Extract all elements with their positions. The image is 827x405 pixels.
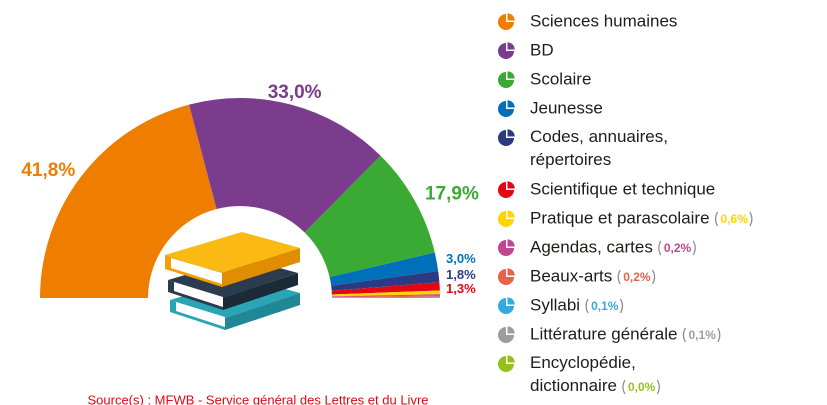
legend-icon — [507, 210, 515, 218]
legend-label: BD — [530, 40, 554, 59]
value-label: 3,0% — [446, 251, 476, 266]
paren — [656, 379, 660, 395]
legend-label: Pratique et parascolaire — [530, 208, 710, 227]
legend-icon — [498, 211, 514, 227]
legend-icon — [507, 13, 515, 21]
value-labels: 41,8% 33,0% 17,9% 3,0%1,8%1,3% — [21, 82, 479, 296]
value-label: 17,9% — [425, 183, 479, 204]
legend-icon — [507, 268, 515, 276]
legend-label: Scolaire — [530, 69, 591, 88]
legend-label: Sciences humaines — [530, 11, 677, 30]
value-label: 41,8% — [21, 160, 75, 181]
paren — [682, 327, 686, 343]
legend-label: Scientifique et technique — [530, 179, 715, 198]
legend-label: Jeunesse — [530, 98, 603, 117]
legend-icon — [507, 297, 515, 305]
legend-value-label: 0,2% — [664, 241, 692, 255]
legend-icon — [498, 240, 514, 256]
slice — [40, 104, 217, 298]
value-label: 33,0% — [268, 82, 322, 103]
value-label: 1,8% — [446, 267, 476, 282]
legend-icon — [507, 100, 515, 108]
value-label: 1,3% — [446, 281, 476, 296]
slice — [331, 290, 440, 297]
paren — [692, 240, 696, 256]
legend-icon — [507, 42, 515, 50]
legend-icon — [498, 14, 514, 30]
slice — [331, 295, 440, 298]
paren — [717, 327, 721, 343]
paren — [585, 298, 589, 314]
legend-icon — [498, 72, 514, 88]
legend-icon — [507, 181, 515, 189]
paren — [652, 269, 656, 285]
paren — [658, 240, 662, 256]
legend-icon — [498, 356, 514, 372]
legend-value-label: 0,2% — [623, 270, 651, 284]
legend-value-label: 0,0% — [628, 380, 656, 394]
legend-icon — [498, 298, 514, 314]
legend-label: Agendas, cartes — [530, 237, 653, 256]
paren — [619, 298, 624, 314]
slice — [329, 252, 439, 286]
legend-icon — [507, 239, 515, 247]
paren — [622, 379, 626, 395]
legend-icon — [498, 327, 514, 343]
legend-value-label: 0,1% — [688, 328, 716, 342]
legend-icon — [507, 326, 515, 334]
legend-label: Littérature générale — [530, 324, 677, 343]
legend-value-label: 0,1% — [591, 299, 619, 313]
slice — [331, 282, 440, 295]
slice — [331, 294, 440, 297]
paren — [714, 211, 719, 227]
slice — [189, 98, 381, 233]
legend-value-label: 0,6% — [721, 212, 749, 226]
legend-icon — [498, 101, 514, 117]
slice — [304, 155, 435, 278]
legend-icon — [498, 43, 514, 59]
legend-icon — [498, 269, 514, 285]
legend-label: Syllabi — [530, 295, 580, 314]
books-icon — [165, 232, 300, 330]
legend: Sciences humaines BD Scolaire Jeunesse Codes… — [498, 11, 753, 395]
legend-icon — [507, 129, 515, 137]
source: Source(s) : MFWB - Service général des L… — [87, 392, 428, 405]
legend-label: Encyclopédie, dictionnaire — [530, 353, 636, 395]
slice — [331, 297, 440, 298]
legend-icon — [507, 71, 515, 79]
legend-icon — [498, 130, 514, 146]
slice — [331, 271, 440, 291]
legend-icon — [498, 182, 514, 198]
paren — [749, 211, 753, 227]
legend-label: Codes, annuaires, répertoires — [530, 127, 668, 169]
legend-icon — [507, 355, 515, 363]
donut — [40, 98, 440, 298]
legend-label: Beaux-arts — [530, 266, 612, 285]
slice — [331, 296, 440, 298]
paren — [617, 269, 621, 285]
